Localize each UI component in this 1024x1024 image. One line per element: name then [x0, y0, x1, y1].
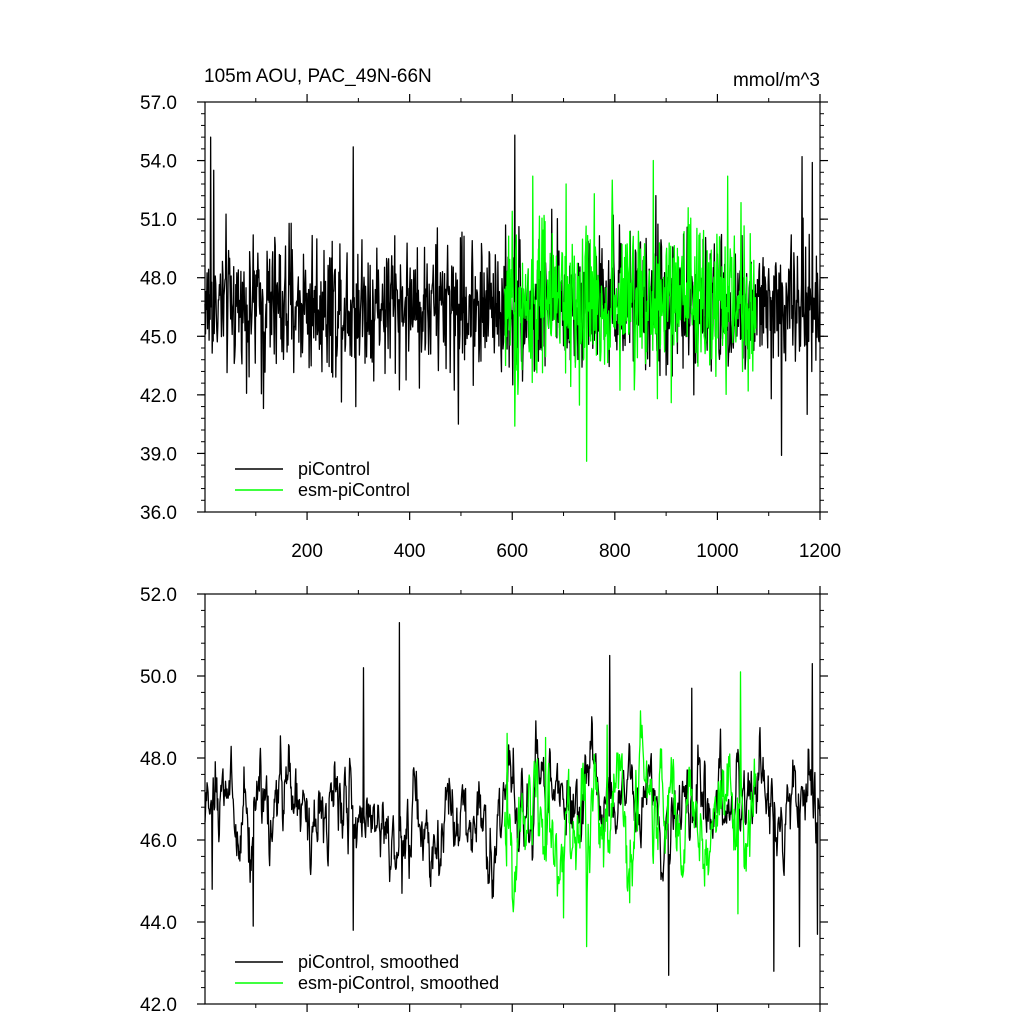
y-tick-label: 42.0 [140, 995, 177, 1016]
legend: piControl, smoothed esm-piControl, smoot… [235, 952, 499, 993]
chart-title: 105m AOU, PAC_49N-66N [204, 66, 432, 87]
legend: piControl esm-piControl [235, 459, 410, 500]
legend-label-esm-picontrol-smoothed: esm-piControl, smoothed [298, 973, 499, 993]
series-group [204, 622, 821, 976]
y-tick-label: 45.0 [140, 327, 177, 348]
panel-bottom: 42.0 44.0 46.0 48.0 50.0 52.0 piControl, smoo… [140, 585, 828, 1016]
x-tick-label: 1200 [799, 541, 841, 562]
series-line-picontrol-smoothed [204, 622, 821, 976]
series-group [204, 134, 821, 462]
y-tick-label: 52.0 [140, 585, 177, 606]
y-tick-label: 48.0 [140, 749, 177, 770]
legend-label-picontrol-smoothed: piControl, smoothed [298, 952, 459, 972]
panel-top: 105m AOU, PAC_49N-66N mmol/m^3 36.0 39.0 4… [140, 66, 841, 562]
y-tick-label: 46.0 [140, 831, 177, 852]
series-line-esm-picontrol [503, 159, 757, 462]
x-tick-label: 400 [394, 541, 426, 562]
y-tick-label: 42.0 [140, 386, 177, 407]
units-label: mmol/m^3 [733, 70, 820, 91]
y-tick-label: 44.0 [140, 913, 177, 934]
axes: 42.0 44.0 46.0 48.0 50.0 52.0 [140, 585, 828, 1016]
y-tick-label: 36.0 [140, 503, 177, 524]
y-tick-label: 54.0 [140, 152, 177, 173]
y-tick-label: 48.0 [140, 269, 177, 290]
x-tick-label: 200 [291, 541, 323, 562]
x-tick-label: 1000 [696, 541, 738, 562]
y-tick-label: 57.0 [140, 93, 177, 114]
legend-label-picontrol: piControl [298, 459, 370, 479]
legend-label-esm-picontrol: esm-piControl [298, 480, 410, 500]
y-tick-label: 39.0 [140, 444, 177, 465]
x-tick-label: 800 [599, 541, 631, 562]
axes: 36.0 39.0 42.0 45.0 48.0 51.0 54.0 57.0 200 400 60… [140, 93, 841, 562]
series-line-esm-picontrol-smoothed [503, 671, 757, 948]
y-tick-label: 50.0 [140, 667, 177, 688]
y-tick-label: 51.0 [140, 210, 177, 231]
x-tick-label: 600 [496, 541, 528, 562]
